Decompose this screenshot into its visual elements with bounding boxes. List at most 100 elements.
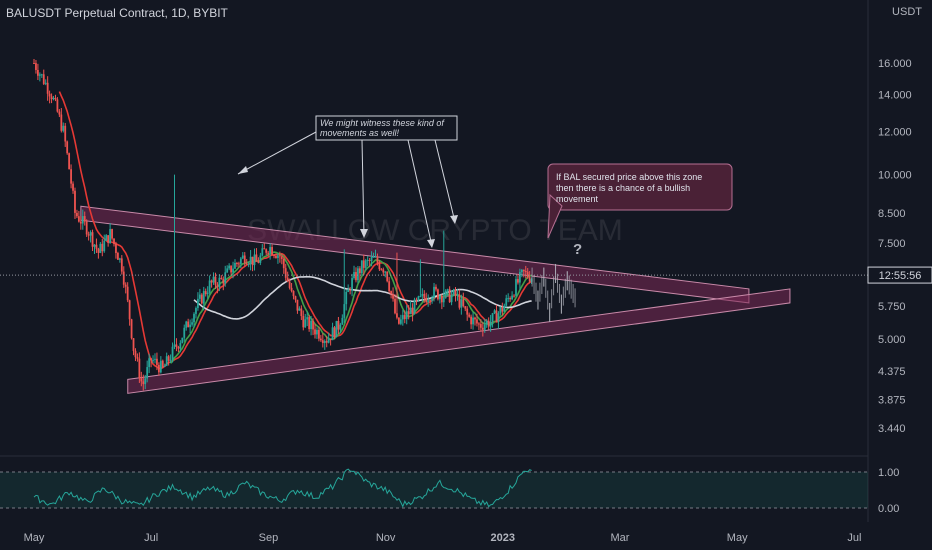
candle-body	[515, 279, 517, 296]
candle-body	[327, 338, 330, 343]
candle-body	[378, 262, 381, 270]
candle-body	[310, 320, 312, 330]
candle-body	[230, 265, 232, 273]
candle-body	[97, 248, 100, 253]
candle-body	[150, 358, 152, 361]
annotation-arrowhead	[450, 215, 458, 224]
annotation-arrow	[434, 139, 456, 223]
candle-body	[513, 295, 515, 297]
candle-body	[263, 248, 266, 250]
candle-body	[83, 216, 86, 222]
candle-body	[448, 289, 451, 303]
candle-body	[493, 310, 496, 314]
candle-body	[37, 69, 39, 76]
x-tick-label: Nov	[376, 532, 396, 544]
candle-body	[193, 313, 195, 323]
candle-body	[421, 293, 424, 297]
question-mark: ?	[573, 241, 582, 258]
candle-body	[435, 286, 437, 290]
candle-body	[216, 284, 219, 288]
candle-body	[466, 308, 469, 315]
candle-body	[360, 260, 363, 274]
candle-body	[261, 248, 264, 256]
annotation-movements[interactable]: We might witness these kind of movements…	[237, 115, 458, 248]
candle-body	[370, 257, 373, 261]
candle-body	[212, 276, 215, 283]
candle-body	[220, 277, 223, 280]
candle-body	[165, 356, 168, 366]
candle-body	[232, 268, 234, 273]
candle-body	[499, 307, 502, 314]
candle-body	[148, 358, 151, 368]
candle-body	[33, 63, 35, 64]
candle-body	[105, 235, 108, 241]
candle-body	[117, 252, 119, 260]
candle-body	[501, 307, 504, 312]
candle-body	[208, 280, 211, 293]
candle-body	[183, 327, 186, 338]
candle-body	[294, 296, 297, 300]
candle-body	[300, 308, 303, 317]
candle-body	[243, 255, 246, 264]
candle-body	[444, 290, 447, 298]
y-tick-label: 5.750	[878, 301, 906, 313]
candle-body	[526, 271, 529, 278]
candle-body	[503, 305, 506, 312]
candle-body	[427, 300, 430, 303]
candle-body	[206, 292, 209, 295]
annotation-bullish[interactable]: If BAL secured price above this zone the…	[547, 163, 733, 239]
candle-body	[95, 244, 98, 249]
osc-y-tick-label: 1.00	[878, 467, 899, 479]
candle-body	[405, 311, 408, 320]
y-tick-label: 3.440	[878, 423, 906, 435]
candle-body	[409, 307, 412, 315]
candle-body	[288, 281, 291, 288]
candle-body	[468, 314, 471, 317]
annotation-bullish-box	[547, 163, 733, 211]
candle-body	[333, 327, 336, 338]
candle-body	[48, 93, 51, 97]
candle-body	[89, 232, 92, 236]
candle-body	[304, 319, 307, 328]
candle-body	[87, 234, 90, 236]
candle-body	[464, 306, 467, 309]
candle-body	[485, 320, 488, 325]
lower-trendline-zone[interactable]	[127, 288, 791, 394]
x-tick-label: May	[727, 532, 748, 544]
candle-body	[401, 315, 404, 320]
candle-body	[277, 255, 279, 258]
candle-body	[497, 313, 500, 322]
candle-body	[138, 358, 141, 379]
candle-body	[107, 235, 110, 243]
candle-body	[249, 256, 252, 264]
candle-body	[253, 254, 256, 266]
annotation-movements-line1: We might witness these kind of	[320, 118, 445, 128]
candle-body	[111, 229, 113, 239]
candle-body	[177, 347, 180, 349]
candle-body	[470, 316, 473, 325]
annotation-bullish-line2: then there is a chance of a bullish	[556, 183, 690, 193]
annotation-movements-line2: movements as well!	[320, 128, 400, 138]
candle-body	[314, 329, 316, 335]
candle-body	[396, 313, 398, 318]
candle-body	[257, 261, 260, 263]
candle-body	[42, 74, 45, 84]
annotation-bullish-line3: movement	[556, 194, 599, 204]
candle-body	[290, 287, 293, 291]
candle-body	[355, 272, 357, 281]
candle-body	[109, 229, 112, 243]
candle-body	[128, 300, 131, 320]
candle-body	[66, 141, 69, 154]
candle-body	[460, 299, 463, 308]
candle-body	[210, 280, 213, 283]
candle-body	[179, 343, 182, 349]
annotation-arrowhead	[360, 229, 368, 238]
candle-body	[278, 255, 281, 257]
candle-body	[204, 291, 207, 295]
indicator-band	[0, 472, 868, 508]
candle-body	[472, 317, 474, 325]
candle-body	[319, 338, 322, 341]
candle-body	[398, 317, 400, 324]
candle-body	[437, 289, 439, 300]
